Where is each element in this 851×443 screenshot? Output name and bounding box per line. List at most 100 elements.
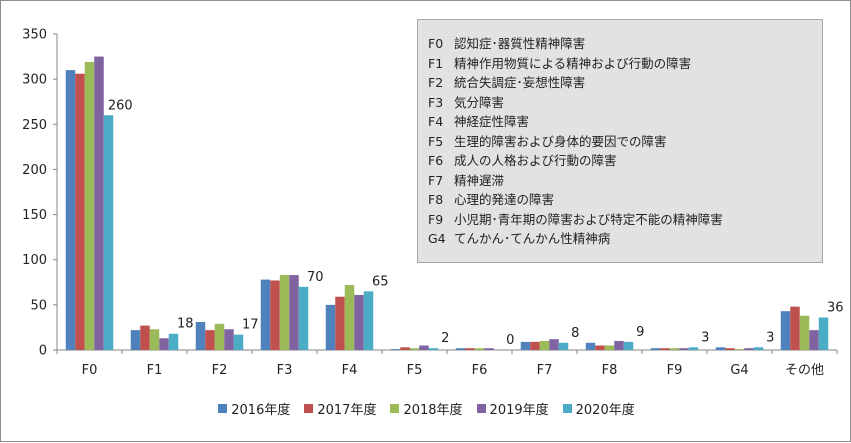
series-legend-swatch: [476, 403, 486, 413]
code-legend-item: F1 精神作用物質による精神および行動の障害: [428, 54, 822, 74]
code-legend-item: F3 気分障害: [428, 93, 822, 113]
data-label: 260: [108, 98, 133, 113]
y-tick-label: 250: [22, 118, 47, 133]
bar: [474, 348, 485, 350]
bar: [679, 348, 689, 350]
bar: [289, 275, 299, 350]
x-tick-label: F9: [667, 363, 683, 378]
bar: [660, 348, 670, 350]
bar: [419, 345, 429, 350]
data-label: 8: [571, 326, 579, 341]
bar: [604, 345, 615, 350]
x-tick-label: F6: [472, 363, 488, 378]
y-tick-label: 100: [22, 253, 47, 268]
bar: [195, 322, 206, 350]
bar: [325, 304, 336, 350]
series-legend-item: 2020年度: [562, 399, 635, 418]
code-legend-label: 心理的発達の障害: [454, 192, 555, 207]
bar: [715, 347, 726, 350]
data-label: 70: [307, 270, 324, 285]
x-tick-label: F5: [407, 363, 423, 378]
x-tick-label: F1: [147, 363, 163, 378]
code-legend-label: 成人の人格および行動の障害: [454, 153, 617, 168]
series-legend-item: 2018年度: [390, 399, 463, 418]
bar: [298, 286, 309, 350]
code-legend-code: F0: [428, 36, 444, 51]
data-label: 17: [242, 318, 259, 333]
data-label: 18: [177, 317, 194, 332]
code-legend-item: G4 てんかん･てんかん性精神病: [428, 229, 822, 249]
bar: [465, 348, 475, 350]
bar: [65, 70, 76, 350]
bar: [455, 348, 466, 350]
code-legend-code: F6: [428, 153, 444, 168]
bar: [753, 347, 764, 350]
code-legend-label: てんかん･てんかん性精神病: [454, 231, 611, 246]
y-tick-label: 350: [22, 28, 47, 43]
bar: [669, 348, 680, 350]
bar: [270, 280, 280, 350]
bar: [344, 284, 355, 350]
code-legend-item: F5 生理的障害および身体的要因での障害: [428, 132, 822, 152]
y-tick-label: 300: [22, 73, 47, 88]
bar: [279, 275, 290, 350]
bar: [84, 61, 95, 350]
x-tick-label: F3: [277, 363, 293, 378]
bar: [614, 340, 624, 350]
bar: [354, 294, 364, 350]
bar: [790, 306, 800, 350]
code-legend-label: 小児期･青年期の障害および特定不能の精神障害: [454, 211, 723, 227]
series-legend-label: 2017年度: [317, 402, 377, 418]
diagnosis-code-legend: F0 認知症･器質性精神障害 F1 精神作用物質による精神および行動の障害 F2 統合失調…: [417, 19, 823, 263]
bar: [725, 348, 735, 350]
bar: [520, 341, 531, 350]
code-legend-label: 神経症性障害: [454, 114, 530, 129]
bar: [688, 347, 699, 350]
code-legend-code: F9: [428, 211, 444, 227]
bar: [140, 325, 150, 350]
data-label: 3: [766, 330, 774, 345]
y-tick-label: 50: [30, 298, 47, 313]
bar: [214, 323, 225, 350]
code-legend-item: F9 小児期･青年期の障害および特定不能の精神障害: [428, 210, 822, 230]
y-tick-label: 0: [39, 344, 47, 359]
bar: [205, 330, 215, 350]
code-legend-label: 統合失調症･妄想性障害: [454, 75, 586, 90]
y-tick-label: 200: [22, 163, 47, 178]
bar: [595, 345, 605, 350]
series-legend-item: 2016年度: [218, 399, 290, 418]
bar: [780, 311, 791, 350]
series-legend-swatch: [562, 403, 572, 413]
bar: [233, 334, 244, 350]
code-legend-item: F6 成人の人格および行動の障害: [428, 151, 822, 171]
code-legend-code: F1: [428, 55, 444, 71]
data-label: 0: [506, 333, 514, 348]
bar: [75, 73, 85, 351]
series-legend-item: 2019年度: [476, 399, 549, 418]
x-tick-label: F0: [82, 363, 98, 378]
code-legend-label: 精神遅滞: [454, 172, 505, 188]
bar: [103, 115, 114, 350]
bar: [549, 339, 559, 350]
series-legend-item: 2017年度: [304, 399, 376, 418]
code-legend-label: 気分障害: [454, 94, 505, 110]
bar: [530, 341, 540, 350]
data-label: 65: [372, 274, 389, 289]
bar: [130, 330, 141, 350]
bar: [335, 296, 345, 350]
x-tick-label: G4: [730, 363, 748, 378]
bar: [363, 291, 374, 350]
x-tick-label: F4: [342, 363, 358, 378]
x-tick-label: その他: [785, 363, 824, 378]
x-tick-label: F8: [602, 363, 618, 378]
bar: [799, 315, 810, 350]
bar: [558, 342, 569, 350]
bar: [390, 349, 401, 350]
bar: [224, 329, 234, 350]
series-legend-swatch: [304, 403, 314, 413]
series-legend-label: 2016年度: [231, 402, 291, 418]
bar: [428, 348, 439, 350]
series-legend-label: 2019年度: [489, 402, 549, 418]
code-legend-item: F7 精神遅滞: [428, 171, 822, 191]
